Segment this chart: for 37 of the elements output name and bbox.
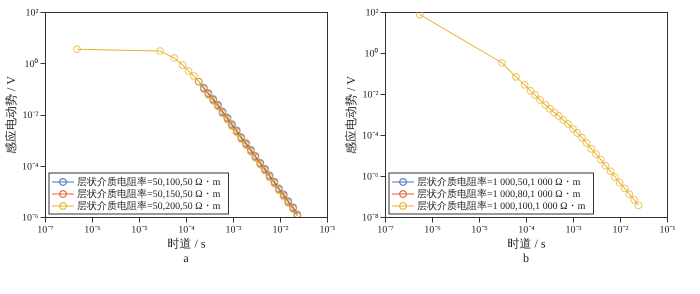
y-axis-title: 感应电动势 / V — [344, 76, 358, 154]
x-tick-label: 10⁻⁵ — [131, 224, 148, 236]
x-tick-label: 10⁻⁶ — [84, 224, 102, 236]
legend-label: 层状介质电阻率=1 000,100,1 000 Ω・m — [417, 200, 586, 212]
x-axis-title: 时道 / s — [507, 236, 546, 250]
x-tick-label: 10⁻³ — [226, 224, 242, 236]
y-tick-label: 10⁻⁶ — [362, 172, 379, 182]
y-tick-label: 10⁰ — [24, 58, 38, 70]
x-tick-label: 10⁻² — [612, 224, 628, 236]
x-tick-label: 10⁻⁵ — [471, 224, 488, 236]
y-tick-label: 10⁻² — [22, 110, 38, 121]
y-tick-label: 10² — [26, 8, 38, 18]
x-tick-label: 10⁻⁶ — [424, 224, 442, 236]
y-axis-title: 感应电动势 / V — [4, 76, 18, 154]
y-tick-label: 10² — [366, 8, 378, 18]
x-axis-title: 时道 / s — [167, 236, 206, 250]
y-tick-label: 10⁻² — [362, 90, 378, 100]
x-tick-label: 10⁻³ — [566, 224, 582, 236]
y-tick-label: 10⁻⁴ — [362, 130, 379, 142]
legend-label: 层状介质电阻率=50,200,50 Ω・m — [77, 200, 221, 212]
y-tick-label: 10⁻⁸ — [362, 212, 379, 224]
y-tick-label: 10⁻⁴ — [22, 161, 39, 172]
x-tick-label: 10⁻² — [272, 224, 288, 236]
x-tick-label: 10⁻⁴ — [518, 224, 536, 236]
x-tick-label: 10⁻⁷ — [377, 224, 394, 236]
x-tick-label: 10⁻⁷ — [37, 224, 54, 236]
x-tick-label: 10⁻¹ — [320, 224, 336, 236]
text: a — [183, 251, 190, 265]
legend-label: 层状介质电阻率=1 000,50,1 000 Ω・m — [417, 176, 581, 188]
y-tick-label: 10⁰ — [364, 48, 378, 60]
x-tick-label: 10⁻¹ — [660, 224, 676, 236]
text: b — [523, 251, 529, 265]
x-tick-label: 10⁻⁴ — [178, 224, 196, 236]
legend-label: 层状介质电阻率=50,150,50 Ω・m — [77, 188, 221, 200]
y-tick-label: 10⁻⁶ — [22, 212, 39, 224]
legend-label: 层状介质电阻率=1 000,80,1 000 Ω・m — [417, 188, 581, 200]
legend-label: 层状介质电阻率=50,100,50 Ω・m — [77, 176, 221, 188]
